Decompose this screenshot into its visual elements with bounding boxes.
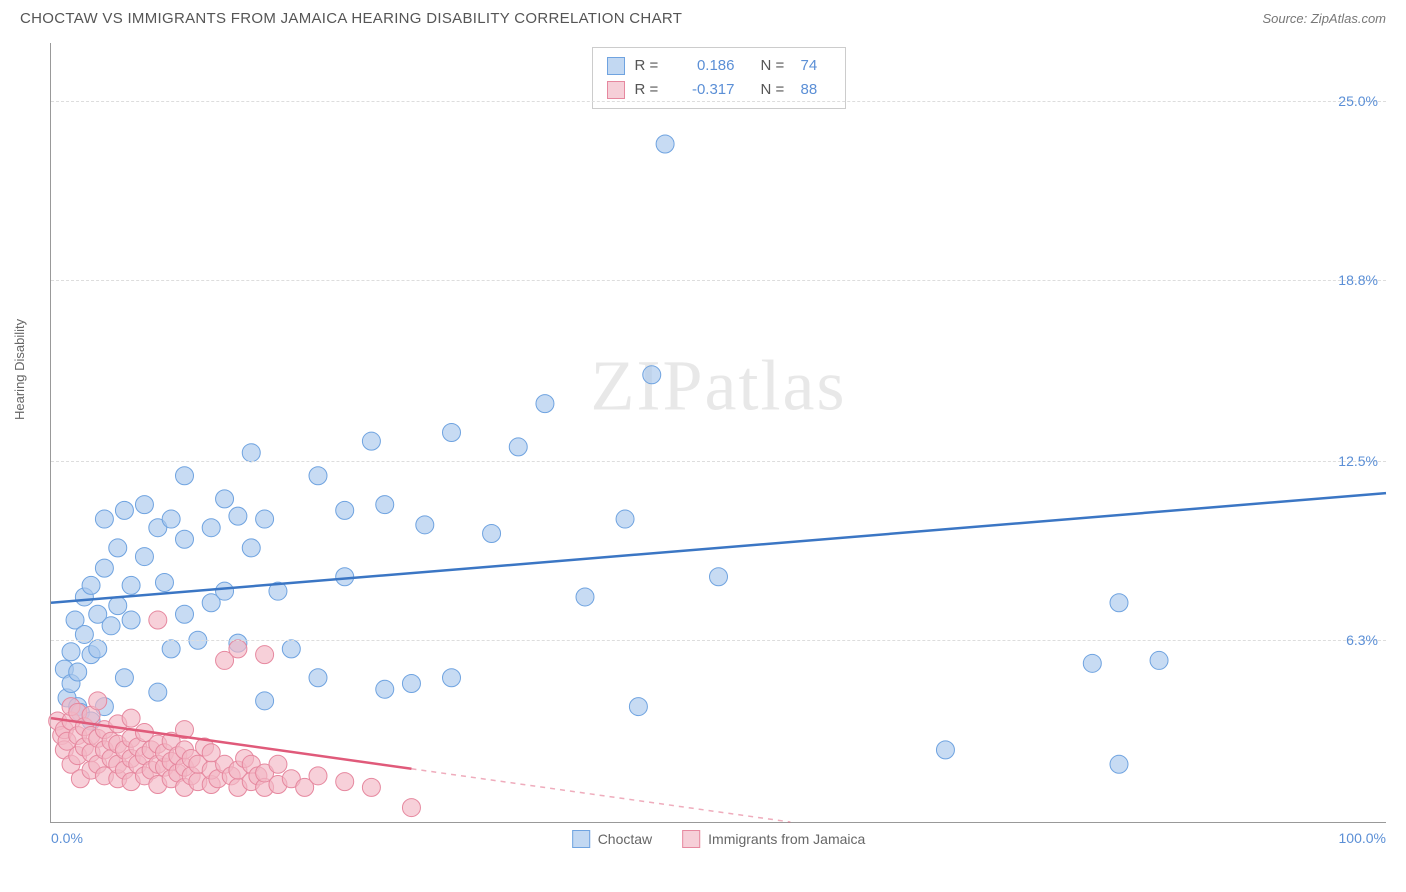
data-point — [95, 559, 113, 577]
scatter-plot-svg — [51, 43, 1386, 822]
gridline — [51, 280, 1386, 281]
legend-row-choctaw: R = 0.186 N = 74 — [607, 54, 831, 78]
data-point — [282, 640, 300, 658]
legend-item-choctaw: Choctaw — [572, 830, 652, 848]
data-point — [256, 692, 274, 710]
data-point — [402, 799, 420, 817]
gridline — [51, 461, 1386, 462]
data-point — [176, 605, 194, 623]
header: CHOCTAW VS IMMIGRANTS FROM JAMAICA HEARI… — [0, 0, 1406, 33]
y-tick-label: 6.3% — [1346, 632, 1378, 648]
data-point — [336, 773, 354, 791]
data-point — [1083, 654, 1101, 672]
data-point — [256, 646, 274, 664]
data-point — [256, 510, 274, 528]
source-label: Source: ZipAtlas.com — [1262, 11, 1386, 26]
y-axis-label: Hearing Disability — [12, 319, 27, 420]
data-point — [135, 548, 153, 566]
correlation-legend: R = 0.186 N = 74 R = -0.317 N = 88 — [592, 47, 846, 109]
data-point — [155, 574, 173, 592]
data-point — [309, 767, 327, 785]
data-point — [483, 524, 501, 542]
data-point — [336, 568, 354, 586]
data-point — [242, 444, 260, 462]
data-point — [109, 539, 127, 557]
data-point — [229, 640, 247, 658]
data-point — [309, 467, 327, 485]
data-point — [229, 507, 247, 525]
data-point — [102, 617, 120, 635]
data-point — [402, 675, 420, 693]
series-legend: Choctaw Immigrants from Jamaica — [572, 830, 866, 848]
swatch-pink — [682, 830, 700, 848]
data-point — [362, 432, 380, 450]
swatch-blue — [607, 57, 625, 75]
data-point — [149, 683, 167, 701]
data-point — [629, 698, 647, 716]
data-point — [176, 467, 194, 485]
data-point — [149, 611, 167, 629]
chart-title: CHOCTAW VS IMMIGRANTS FROM JAMAICA HEARI… — [20, 10, 682, 27]
data-point — [89, 640, 107, 658]
data-point — [162, 510, 180, 528]
data-point — [135, 496, 153, 514]
y-tick-label: 25.0% — [1338, 93, 1378, 109]
data-point — [656, 135, 674, 153]
data-point — [122, 611, 140, 629]
data-point — [710, 568, 728, 586]
data-point — [336, 501, 354, 519]
regression-line-extrapolated — [411, 769, 790, 822]
data-point — [1150, 651, 1168, 669]
data-point — [1110, 755, 1128, 773]
legend-item-jamaica: Immigrants from Jamaica — [682, 830, 865, 848]
data-point — [576, 588, 594, 606]
x-tick-label: 0.0% — [51, 830, 83, 846]
data-point — [376, 680, 394, 698]
data-point — [416, 516, 434, 534]
data-point — [536, 395, 554, 413]
data-point — [616, 510, 634, 528]
data-point — [122, 576, 140, 594]
legend-row-jamaica: R = -0.317 N = 88 — [607, 78, 831, 102]
data-point — [176, 530, 194, 548]
gridline — [51, 101, 1386, 102]
chart-plot-area: ZIPatlas R = 0.186 N = 74 R = -0.317 N =… — [50, 43, 1386, 823]
data-point — [1110, 594, 1128, 612]
data-point — [216, 490, 234, 508]
y-tick-label: 12.5% — [1338, 453, 1378, 469]
data-point — [69, 663, 87, 681]
data-point — [936, 741, 954, 759]
data-point — [443, 424, 461, 442]
data-point — [162, 640, 180, 658]
data-point — [309, 669, 327, 687]
swatch-pink — [607, 81, 625, 99]
data-point — [82, 576, 100, 594]
data-point — [115, 669, 133, 687]
swatch-blue — [572, 830, 590, 848]
data-point — [269, 755, 287, 773]
data-point — [242, 539, 260, 557]
data-point — [643, 366, 661, 384]
data-point — [89, 692, 107, 710]
data-point — [443, 669, 461, 687]
data-point — [202, 519, 220, 537]
data-point — [95, 510, 113, 528]
data-point — [216, 582, 234, 600]
data-point — [509, 438, 527, 456]
x-tick-label: 100.0% — [1339, 830, 1386, 846]
y-tick-label: 18.8% — [1338, 272, 1378, 288]
data-point — [62, 643, 80, 661]
data-point — [376, 496, 394, 514]
data-point — [362, 778, 380, 796]
data-point — [109, 597, 127, 615]
data-point — [122, 709, 140, 727]
gridline — [51, 640, 1386, 641]
data-point — [115, 501, 133, 519]
